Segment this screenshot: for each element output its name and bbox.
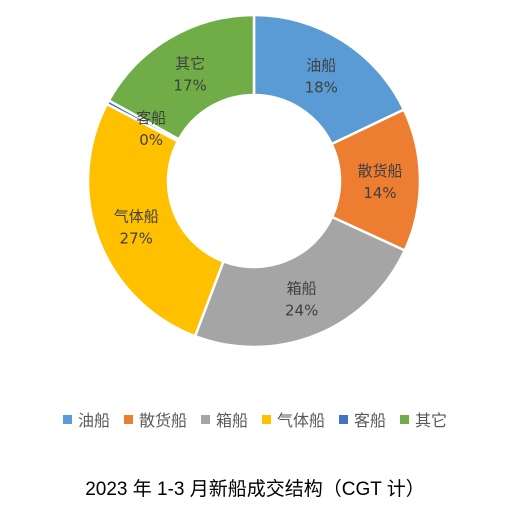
legend-label: 气体船 bbox=[277, 411, 326, 430]
slice-label-5: 客船 0% bbox=[136, 109, 166, 149]
legend-item-3: 箱船 bbox=[200, 407, 248, 431]
legend-label: 散货船 bbox=[138, 411, 187, 430]
slice-label-3: 箱船 24% bbox=[285, 280, 318, 320]
legend-label: 客船 bbox=[354, 411, 387, 430]
legend-item-5: 客船 bbox=[339, 407, 386, 431]
chart-legend: 油船 散货船 箱船 气体船 客船 其它 bbox=[0, 407, 510, 431]
slice-label-6: 其它 17% bbox=[173, 54, 206, 94]
legend-item-6: 其它 bbox=[400, 407, 447, 431]
legend-swatch bbox=[339, 414, 349, 424]
legend-swatch bbox=[200, 414, 210, 424]
legend-swatch bbox=[400, 414, 410, 424]
chart-title: 2023 年 1-3 月新船成交结构（CGT 计） bbox=[85, 479, 425, 500]
legend-label: 其它 bbox=[415, 411, 448, 430]
legend-item-4: 气体船 bbox=[262, 407, 325, 431]
slice-label-1: 油船 18% bbox=[305, 56, 338, 96]
slice-label-2: 散货船 14% bbox=[357, 162, 402, 202]
legend-label: 箱船 bbox=[215, 411, 248, 430]
legend-item-2: 散货船 bbox=[123, 407, 187, 431]
slice-3 bbox=[193, 215, 407, 349]
slice-4 bbox=[86, 102, 226, 338]
legend-label: 油船 bbox=[77, 411, 110, 430]
slice-6 bbox=[107, 13, 256, 141]
slice-1 bbox=[252, 13, 406, 146]
legend-swatch bbox=[262, 414, 271, 424]
legend-item-1: 油船 bbox=[62, 407, 110, 431]
donut-chart: 油船 18% 散货船 14% 箱船 24% 气体船 27% 客船 0%其它 17% bbox=[86, 13, 422, 349]
legend-swatch bbox=[62, 414, 72, 424]
slice-label-4: 气体船 27% bbox=[114, 208, 159, 248]
legend-swatch bbox=[123, 414, 133, 424]
